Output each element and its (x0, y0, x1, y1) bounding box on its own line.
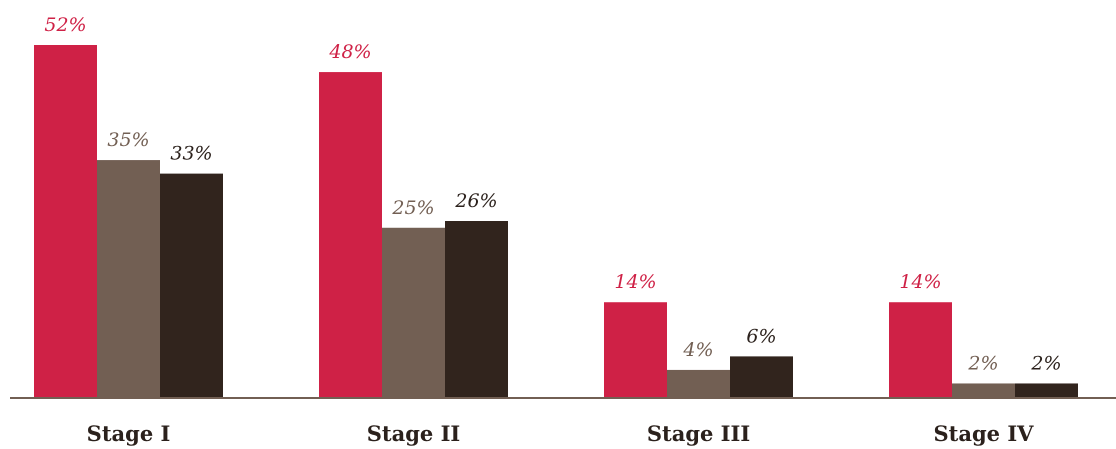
bar-stage-i-series-1 (34, 45, 97, 397)
category-label-stage-i: Stage I (87, 421, 171, 446)
bar-stage-ii-series-2 (382, 227, 445, 397)
bar-stage-ii-series-1 (319, 72, 382, 398)
bar-stage-iv-series-1 (889, 302, 952, 397)
bar-stage-iv-series-2 (952, 383, 1015, 397)
bar-stage-iii-series-1 (604, 302, 667, 397)
category-label-stage-iv: Stage IV (934, 421, 1035, 446)
value-label-stage-i-series-3: 33% (170, 143, 212, 165)
bars-layer (34, 45, 1078, 398)
category-label-stage-ii: Stage II (367, 421, 460, 446)
value-label-stage-iii-series-2: 4% (682, 339, 713, 361)
value-label-stage-iv-series-2: 2% (967, 352, 998, 374)
bar-stage-iii-series-3 (730, 356, 793, 397)
bar-stage-i-series-3 (160, 173, 223, 397)
value-label-stage-i-series-2: 35% (107, 129, 149, 151)
value-label-stage-iv-series-1: 14% (899, 271, 941, 293)
value-label-stage-iv-series-3: 2% (1030, 352, 1061, 374)
value-label-stage-ii-series-1: 48% (328, 41, 371, 63)
bar-stage-i-series-2 (97, 160, 160, 397)
value-label-stage-ii-series-3: 26% (454, 190, 497, 212)
bar-stage-iii-series-2 (667, 369, 730, 397)
bar-stage-iv-series-3 (1015, 383, 1078, 397)
value-label-stage-iii-series-3: 6% (746, 325, 776, 347)
value-label-stage-ii-series-2: 25% (391, 197, 434, 219)
value-labels-layer: 52% 35% 33% 48% 25% 26% 14% 4% 6% 14% 2% 2% (44, 14, 1061, 374)
value-label-stage-i-series-1: 52% (44, 14, 86, 36)
category-labels-layer: Stage I Stage II Stage III Stage IV (87, 421, 1035, 446)
value-label-stage-iii-series-1: 14% (614, 271, 656, 293)
category-label-stage-iii: Stage III (647, 421, 750, 446)
bar-stage-ii-series-3 (445, 221, 508, 397)
